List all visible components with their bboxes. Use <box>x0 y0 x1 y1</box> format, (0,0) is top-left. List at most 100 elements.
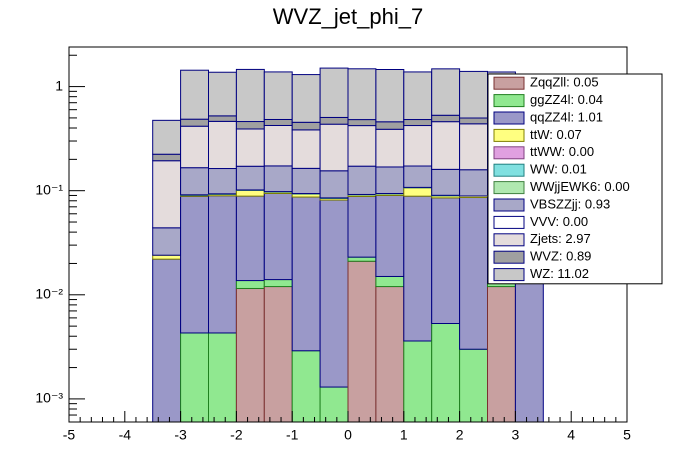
bar-segment <box>375 69 405 123</box>
bar-segment <box>263 118 293 126</box>
bar-segment <box>235 287 265 423</box>
legend-swatch <box>493 250 525 264</box>
x-tick-label: 0 <box>344 427 352 443</box>
legend-label: WZ: 11.02 <box>530 266 589 281</box>
bar-segment <box>291 350 321 423</box>
x-tick-label: -4 <box>119 427 132 443</box>
legend-swatch <box>493 111 525 125</box>
bar-segment <box>514 262 544 423</box>
bar-segment <box>347 125 377 167</box>
bar-segment <box>263 165 293 193</box>
bar-segment <box>375 275 405 288</box>
x-tick-label: -3 <box>174 427 187 443</box>
bar-segment <box>403 187 433 197</box>
bar-segment <box>403 165 433 188</box>
legend-label: VVV: 0.00 <box>530 214 588 229</box>
bar-segment <box>375 121 405 130</box>
bar-segment <box>152 119 182 155</box>
bar-segment <box>152 227 182 256</box>
bar-segment <box>291 129 321 169</box>
bar-segment <box>152 153 182 162</box>
bar-segment <box>235 195 265 282</box>
bar-segment <box>403 340 433 423</box>
bar-segment <box>208 168 237 195</box>
legend-label: qqZZ4l: 1.01 <box>530 109 603 124</box>
bar-segment <box>347 165 377 195</box>
legend-label: VBSZZjj: 0.93 <box>530 196 610 211</box>
legend-swatch <box>493 163 525 177</box>
bar-segment <box>431 323 461 423</box>
legend-swatch <box>493 233 525 247</box>
bar-segment <box>375 286 405 423</box>
bar-segment <box>263 71 293 120</box>
legend-swatch <box>493 128 525 142</box>
legend-label: ZqqZll: 0.05 <box>530 75 599 90</box>
bar-segment <box>180 195 210 334</box>
bar-segment <box>291 196 321 352</box>
bar-segment <box>459 70 489 119</box>
bar-segment <box>235 189 265 197</box>
y-tick-label: 10⁻² <box>35 286 63 302</box>
bar-segment <box>291 167 321 195</box>
y-tick-label: 1 <box>55 77 63 93</box>
bar-segment <box>375 194 405 277</box>
bar-segment <box>459 348 489 423</box>
legend-label: ggZZ4l: 0.04 <box>530 92 603 107</box>
bar-segment <box>152 254 182 260</box>
bar-segment <box>319 123 349 172</box>
bar-segment <box>180 167 210 196</box>
bar-segment <box>347 119 377 127</box>
bar-segment <box>235 165 265 191</box>
legend-swatch <box>493 181 525 195</box>
bar-segment <box>431 68 461 116</box>
bar-segment <box>180 332 210 423</box>
stack <box>152 67 544 423</box>
legend-swatch <box>493 146 525 160</box>
bar-segment <box>319 170 349 199</box>
bar-segment <box>319 116 349 125</box>
bar-segment <box>319 386 349 423</box>
x-tick-label: -5 <box>63 427 76 443</box>
bar-segment <box>152 258 182 423</box>
bar-segment <box>180 69 210 120</box>
bar-segment <box>208 71 237 117</box>
legend-swatch <box>493 215 525 229</box>
bar-segment <box>375 128 405 168</box>
bar-segment <box>459 117 489 125</box>
legend-label: ttW: 0.07 <box>530 127 582 142</box>
bar-segment <box>347 256 377 262</box>
legend-label: ttWW: 0.00 <box>530 144 594 159</box>
bar-segment <box>431 121 461 170</box>
legend-label: WWjjEWK6: 0.00 <box>530 179 630 194</box>
bar-segment <box>487 286 516 423</box>
bar-segment <box>152 160 182 229</box>
bar-segment <box>431 168 461 196</box>
bar-segment <box>403 119 433 127</box>
bar-segment <box>208 195 237 334</box>
bar-segment <box>263 192 293 281</box>
bar-segment <box>208 120 237 170</box>
bar-segment <box>263 279 293 288</box>
bar-segment <box>235 280 265 289</box>
x-tick-label: 2 <box>456 427 464 443</box>
bar-segment <box>403 71 433 121</box>
legend-label: Zjets: 2.97 <box>530 231 591 246</box>
bar-segment <box>319 67 349 118</box>
bar-segment <box>403 195 433 342</box>
x-tick-label: -2 <box>230 427 243 443</box>
x-tick-label: 4 <box>567 427 575 443</box>
x-tick-label: 1 <box>400 427 408 443</box>
bar-segment <box>375 166 405 194</box>
bar-segment <box>403 125 433 167</box>
bar-segment <box>459 197 489 350</box>
bar-segment <box>208 332 237 423</box>
legend-swatch <box>493 268 525 282</box>
chart-title: WVZ_jet_phi_7 <box>273 4 423 29</box>
y-tick-label: 10⁻¹ <box>35 181 63 197</box>
bar-segment <box>431 114 461 123</box>
bar-segment <box>263 124 293 167</box>
bar-segment <box>347 195 377 258</box>
legend-swatch <box>493 76 525 90</box>
legend-swatch <box>493 198 525 212</box>
